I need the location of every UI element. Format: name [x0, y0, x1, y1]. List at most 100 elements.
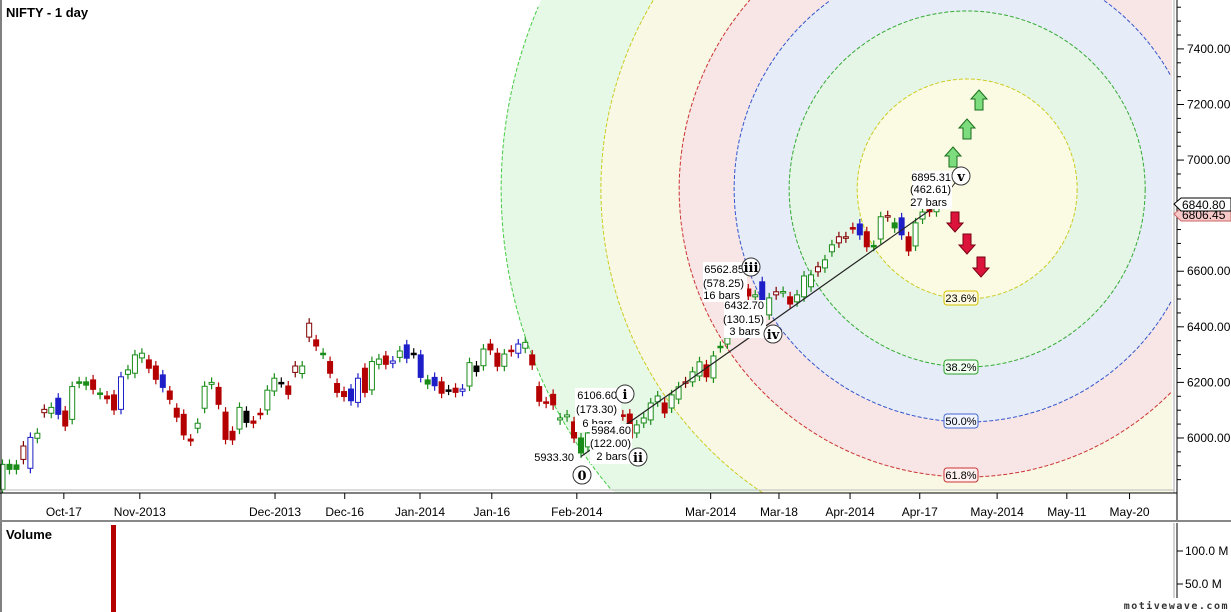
candle[interactable] [403, 339, 410, 364]
candle[interactable] [83, 376, 90, 391]
candle[interactable] [278, 377, 285, 388]
candle[interactable] [55, 393, 62, 420]
candle[interactable] [145, 354, 152, 374]
candle[interactable] [229, 426, 236, 445]
candle[interactable] [396, 345, 403, 363]
candle[interactable] [787, 291, 794, 310]
candle[interactable] [194, 418, 201, 434]
candle[interactable] [243, 406, 250, 428]
candle[interactable] [640, 412, 647, 428]
candle[interactable] [452, 383, 459, 398]
candle[interactable] [494, 348, 501, 372]
candle[interactable] [578, 432, 585, 458]
candle[interactable] [180, 409, 187, 440]
candle[interactable] [801, 270, 808, 302]
candle[interactable] [292, 360, 299, 378]
candle[interactable] [41, 404, 48, 418]
candle[interactable] [424, 374, 431, 390]
candle[interactable] [501, 349, 508, 372]
candle[interactable] [62, 406, 69, 432]
candle[interactable] [633, 419, 640, 438]
candle[interactable] [529, 349, 536, 370]
x-axis[interactable]: Oct-17 Nov-2013 Dec-2013 Dec-16 Jan-2014 Jan-… [46, 493, 1150, 519]
candle[interactable] [522, 337, 529, 354]
candle[interactable] [842, 231, 849, 243]
candle[interactable] [257, 408, 264, 420]
candle[interactable] [271, 373, 278, 397]
candle[interactable] [124, 364, 131, 380]
candle[interactable] [550, 389, 557, 410]
candle[interactable] [508, 345, 515, 357]
candle[interactable] [187, 434, 194, 447]
candle[interactable] [285, 381, 292, 400]
candle[interactable] [877, 211, 884, 244]
candle[interactable] [780, 286, 787, 298]
wave-ii-label[interactable]: 5984.60 (122.00) 2 bars ii [590, 424, 648, 467]
candle[interactable] [104, 391, 111, 404]
candle[interactable] [689, 366, 696, 387]
candle[interactable] [912, 217, 919, 251]
candle[interactable] [808, 269, 815, 292]
candle[interactable] [536, 381, 543, 407]
candle[interactable] [891, 217, 898, 233]
candle[interactable] [668, 389, 675, 413]
candle[interactable] [814, 261, 821, 277]
candle[interactable] [0, 459, 6, 493]
candle[interactable] [696, 356, 703, 382]
candle[interactable] [828, 239, 835, 257]
candle[interactable] [480, 344, 487, 371]
candle[interactable] [361, 363, 368, 398]
candle[interactable] [473, 360, 480, 377]
candle[interactable] [863, 226, 870, 252]
candle[interactable] [557, 412, 564, 425]
candle[interactable] [564, 409, 571, 422]
candle[interactable] [835, 231, 842, 248]
candle[interactable] [410, 348, 417, 359]
candle[interactable] [515, 339, 522, 359]
y-axis[interactable]: 7400.00 7200.00 7000.00 6600.00 6400.00 6200.… [1177, 6, 1231, 481]
candle[interactable] [905, 231, 912, 256]
candle[interactable] [320, 348, 327, 360]
candle[interactable] [138, 348, 145, 363]
candle[interactable] [27, 432, 34, 474]
candle[interactable] [90, 374, 97, 395]
candle[interactable] [76, 376, 83, 389]
candle[interactable] [201, 381, 208, 414]
candle[interactable] [389, 355, 396, 369]
candle[interactable] [306, 318, 313, 343]
candle[interactable] [6, 459, 13, 475]
wave-i-label[interactable]: 6106.60 (173.30) 6 bars i [575, 384, 635, 432]
candle[interactable] [20, 441, 27, 465]
candle[interactable] [327, 356, 334, 379]
candle[interactable] [466, 357, 473, 392]
candle[interactable] [152, 360, 159, 385]
candle[interactable] [661, 397, 668, 418]
candle[interactable] [417, 349, 424, 383]
candle[interactable] [208, 377, 215, 390]
candle[interactable] [173, 403, 180, 423]
candle[interactable] [222, 407, 229, 445]
candle[interactable] [34, 428, 41, 444]
candle[interactable] [250, 416, 257, 429]
candle[interactable] [717, 341, 724, 353]
fib-circle-0-236[interactable] [856, 78, 1078, 300]
candle[interactable] [131, 349, 138, 379]
candle[interactable] [821, 254, 828, 273]
candle[interactable] [341, 386, 348, 402]
candle[interactable] [236, 402, 243, 435]
candle[interactable] [13, 459, 20, 475]
candle[interactable] [166, 386, 173, 405]
candle[interactable] [97, 387, 104, 400]
fibonacci-circles[interactable] [500, 0, 1173, 494]
candle[interactable] [856, 218, 863, 240]
candle[interactable] [375, 354, 382, 370]
candle[interactable] [459, 384, 466, 397]
candle[interactable] [773, 286, 780, 300]
candle[interactable] [111, 389, 118, 415]
wave-0-label[interactable]: 5933.30 0 [532, 450, 592, 485]
candle[interactable] [675, 381, 682, 405]
candle[interactable] [348, 384, 354, 406]
candle[interactable] [354, 373, 361, 408]
candle[interactable] [334, 378, 341, 398]
candle[interactable] [898, 212, 905, 240]
